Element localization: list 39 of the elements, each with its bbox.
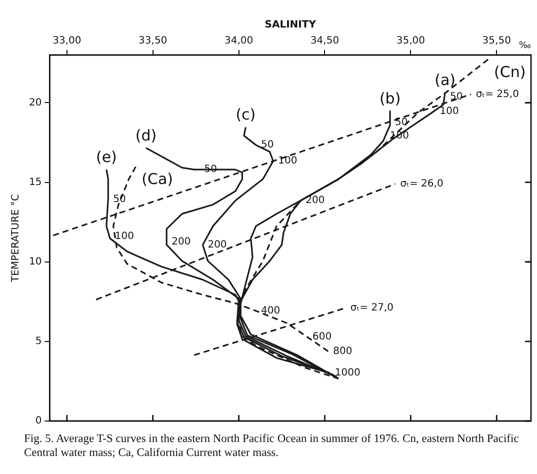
x-tick-label: 34,00 [224, 36, 254, 47]
series-label: (a) [434, 70, 456, 89]
annotation: 50 [113, 194, 126, 206]
annotation: 100 [440, 106, 459, 117]
annotation: 800 [333, 346, 352, 357]
x-tick-label: 34,50 [310, 36, 340, 47]
series-label: (e) [96, 148, 117, 166]
annotation: 50 [450, 92, 463, 103]
x-tick-label: 35,00 [396, 36, 425, 47]
annotation: 200 [306, 195, 325, 206]
y-tick-label: 0 [35, 416, 42, 427]
x-tick-label: 33,50 [138, 36, 168, 47]
y-tick-label: 5 [35, 336, 42, 348]
annotation: 1000 [334, 368, 360, 379]
series-label: (d) [135, 126, 157, 144]
y-tick-label: 15 [28, 176, 42, 188]
annotation: σₜ= 26,0 [400, 178, 444, 190]
series-label: (Cn) [494, 62, 526, 81]
x-axis-title: SALINITY [264, 20, 317, 31]
y-tick-label: 10 [28, 256, 42, 268]
annotation: 200 [172, 236, 191, 248]
series-label: (Ca) [142, 170, 174, 188]
annotation: 50 [260, 140, 274, 151]
y-tick-label: 20 [28, 97, 42, 108]
x-tick-label: 35,50 [482, 36, 511, 47]
annotation: 600 [312, 332, 332, 343]
annotation: σₜ= 27,0 [350, 302, 394, 314]
annotation: 100 [278, 156, 298, 167]
annotation: 400 [260, 305, 280, 316]
series-label: (b) [379, 90, 401, 108]
series-label: (c) [236, 106, 256, 124]
annotation: 100 [114, 231, 134, 242]
caption: Fig. 5. Average T-S curves in the eastern North Pacific Ocean in summer of 1976. Cn, eastern North Pacific Central water mass; Ca, California Current water mass. [23, 432, 520, 460]
annotation: 50 [395, 117, 408, 128]
annotation: σₜ= 25,0 [476, 88, 519, 100]
annotation: 200 [208, 239, 227, 250]
x-tick-label: 33,00 [52, 36, 82, 47]
y-axis-title: TEMPERATURE °C [10, 194, 22, 283]
text: ‰ [518, 40, 531, 51]
